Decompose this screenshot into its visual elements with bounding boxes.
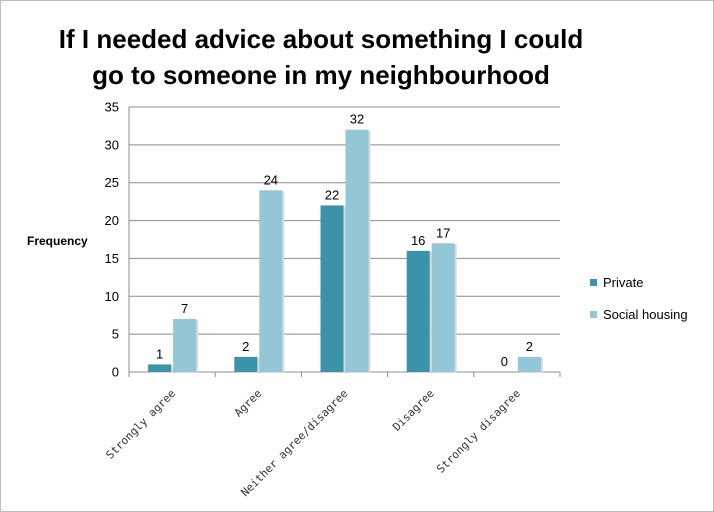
chart-title: If I needed advice about something I cou… xyxy=(58,24,584,90)
y-tick-label: 0 xyxy=(112,365,119,380)
data-label: 1 xyxy=(156,346,163,361)
bar-social-housing xyxy=(173,319,197,372)
data-label: 2 xyxy=(526,339,533,354)
data-label: 32 xyxy=(350,112,364,127)
data-label: 2 xyxy=(242,339,249,354)
y-tick-label: 5 xyxy=(112,327,119,342)
legend-label: Social housing xyxy=(603,307,688,322)
bar-social-housing xyxy=(517,356,541,372)
bar-private xyxy=(234,356,258,372)
legend-label: Private xyxy=(603,275,643,290)
data-label: 16 xyxy=(411,233,425,248)
data-label: 0 xyxy=(501,354,508,369)
data-label: 22 xyxy=(325,187,339,202)
bar-social-housing xyxy=(259,190,283,372)
data-label: 17 xyxy=(436,225,450,240)
x-category-label: Agree xyxy=(232,387,265,420)
y-tick-label: 10 xyxy=(105,289,119,304)
bar-social-housing xyxy=(345,129,369,372)
x-category-label: Disagree xyxy=(390,387,437,434)
data-label: 24 xyxy=(264,172,278,187)
bar-private xyxy=(406,250,430,372)
bar-private xyxy=(320,205,344,372)
legend-swatch xyxy=(590,279,597,286)
bar-private xyxy=(148,364,172,372)
y-tick-label: 20 xyxy=(105,213,119,228)
x-category-label: Strongly disagree xyxy=(434,387,523,476)
legend-swatch xyxy=(590,311,597,318)
y-tick-label: 35 xyxy=(105,100,119,115)
y-tick-label: 25 xyxy=(105,175,119,190)
y-axis-label: Frequency xyxy=(27,234,88,248)
y-tick-label: 30 xyxy=(105,137,119,152)
y-tick-label: 15 xyxy=(105,251,119,266)
x-category-label: Strongly agree xyxy=(103,387,178,462)
data-label: 7 xyxy=(181,301,188,316)
bar-social-housing xyxy=(431,243,455,372)
